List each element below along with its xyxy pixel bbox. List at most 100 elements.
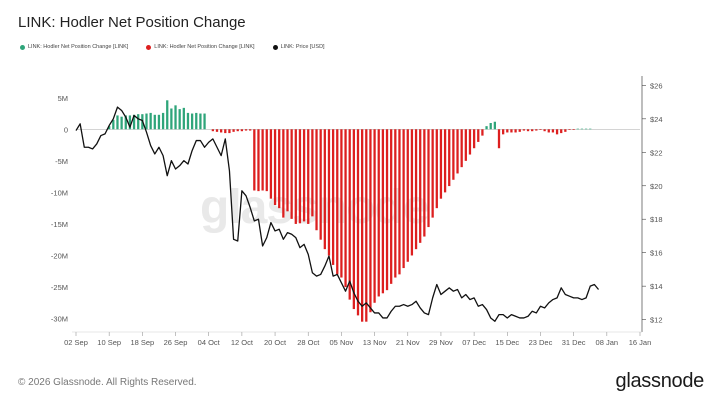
y-left-tick-label: -25M [51, 283, 68, 292]
bar-negative [228, 129, 231, 134]
bar-negative [369, 129, 372, 313]
bar-negative [502, 129, 505, 135]
x-tick-label: 12 Oct [231, 338, 254, 347]
y-left-tick-label: 0 [64, 125, 68, 134]
bar-positive [161, 112, 165, 130]
bar-negative [456, 129, 459, 174]
bar-negative [464, 129, 467, 161]
bar-negative [410, 129, 414, 256]
legend-item-positive[interactable]: LINK: Hodler Net Position Change [LINK] [20, 44, 128, 50]
bar-negative [448, 129, 451, 187]
bar-negative [452, 129, 455, 180]
bar-negative [340, 129, 343, 278]
legend-label-positive: LINK: Hodler Net Position Change [LINK] [28, 44, 129, 50]
bar-positive [199, 113, 202, 130]
y-left-tick-label: -20M [51, 251, 68, 260]
bar-negative [543, 129, 546, 132]
bar-negative [290, 129, 293, 219]
bar-positive [203, 113, 206, 130]
bar-negative [423, 129, 426, 237]
x-tick-label: 16 Jan [629, 338, 652, 347]
bar-negative [211, 129, 214, 132]
bar-negative [377, 129, 380, 297]
bar-positive [132, 114, 136, 130]
bar-negative [323, 129, 326, 250]
bar-negative [249, 129, 252, 131]
bar-negative [518, 129, 521, 132]
bar-negative [468, 129, 472, 155]
bar-negative [257, 129, 260, 192]
bar-negative [551, 129, 555, 133]
bar-positive [108, 126, 111, 130]
bar-negative [443, 129, 447, 193]
bar-negative [406, 129, 409, 262]
bar-negative [472, 129, 476, 149]
bar-positive [145, 113, 148, 130]
y-right-tick-label: $22 [650, 148, 663, 157]
bar-positive [153, 114, 156, 130]
chart-title: LINK: Hodler Net Position Change [18, 14, 246, 31]
bar-positive [190, 113, 194, 130]
bar-negative [431, 129, 434, 218]
bar-negative [555, 129, 559, 135]
x-tick-label: 21 Nov [396, 338, 420, 347]
bar-negative [215, 129, 219, 132]
legend-item-negative[interactable]: LINK: Hodler Net Position Change [LINK] [146, 44, 255, 50]
y-left-tick-label: 5M [58, 94, 68, 103]
bar-negative [273, 129, 277, 205]
y-left-tick-label: -30M [51, 315, 68, 324]
bar-negative [390, 129, 393, 284]
bar-negative [356, 129, 360, 316]
bar-negative [365, 129, 368, 322]
bar-negative [564, 129, 567, 132]
bar-negative [232, 129, 235, 132]
y-right-tick-label: $14 [650, 282, 663, 291]
x-tick-label: 02 Sep [64, 338, 88, 347]
price-layer [75, 106, 600, 322]
legend-dot-positive-icon [20, 44, 25, 50]
bar-negative [460, 129, 463, 168]
legend-dot-price-icon [272, 44, 278, 50]
x-tick-label: 28 Oct [297, 338, 320, 347]
bar-positive [149, 112, 152, 130]
y-left-tick-label: -10M [51, 188, 68, 197]
bar-negative [402, 129, 405, 269]
y-right-tick-label: $18 [650, 215, 663, 224]
chart-legend: LINK: Hodler Net Position Change [LINK] … [20, 44, 325, 50]
bar-negative [414, 129, 418, 250]
bar-negative [352, 129, 355, 310]
legend-label-price: LINK: Price [USD] [280, 44, 325, 50]
bar-positive [576, 128, 579, 130]
bar-negative [261, 129, 264, 191]
y-left-tick-label: -5M [55, 157, 68, 166]
x-tick-label: 31 Dec [562, 338, 586, 347]
bar-negative [439, 129, 443, 199]
bar-positive [112, 119, 115, 130]
bar-negative [244, 129, 248, 131]
x-tick-label: 18 Sep [130, 338, 154, 347]
x-tick-label: 04 Oct [198, 338, 221, 347]
bar-positive [124, 115, 127, 130]
bar-positive [580, 128, 584, 130]
bar-negative [514, 129, 517, 133]
bar-negative [344, 129, 347, 287]
bars-layer [108, 100, 592, 322]
bar-negative [278, 129, 281, 209]
bar-negative [298, 129, 302, 224]
bar-negative [547, 129, 550, 133]
bar-positive [584, 128, 588, 130]
legend-label-negative: LINK: Hodler Net Position Change [LINK] [154, 44, 255, 50]
bar-negative [506, 129, 509, 133]
legend-item-price[interactable]: LINK: Price [USD] [272, 44, 325, 50]
bar-negative [336, 129, 339, 275]
x-tick-label: 29 Nov [429, 338, 453, 347]
y-right-tick-label: $12 [650, 316, 663, 325]
bar-negative [381, 129, 385, 294]
footer-copyright: © 2026 Glassnode. All Rights Reserved. [18, 377, 197, 388]
bar-negative [373, 129, 376, 303]
x-tick-label: 20 Oct [264, 338, 287, 347]
bar-positive [120, 116, 123, 130]
bar-negative [568, 129, 571, 130]
legend-dot-negative-icon [146, 44, 152, 50]
